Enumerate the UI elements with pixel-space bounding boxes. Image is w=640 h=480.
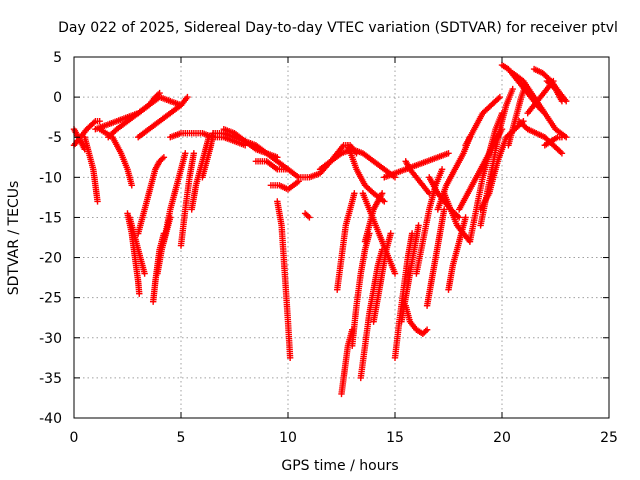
data-point <box>495 95 502 102</box>
data-point <box>496 93 504 101</box>
data-point <box>190 150 198 157</box>
data-point <box>387 230 394 237</box>
x-tick-label: 15 <box>386 430 404 446</box>
data-point <box>509 85 516 93</box>
data-point <box>295 178 302 185</box>
y-tick-label: -30 <box>39 331 62 347</box>
data-point <box>415 222 422 229</box>
data-point <box>306 214 313 221</box>
plot-frame <box>73 56 610 419</box>
data-point <box>438 166 446 173</box>
x-tick-label: 20 <box>493 430 511 446</box>
data-point <box>136 290 143 297</box>
y-tick-label: -35 <box>39 371 62 387</box>
y-tick-label: -40 <box>39 411 62 427</box>
data-point <box>274 154 281 161</box>
data-point <box>391 270 399 277</box>
data-point <box>141 270 148 277</box>
y-axis-label: SDTVAR / TECUs <box>6 181 22 296</box>
data-point <box>422 327 429 335</box>
y-tick-label: -25 <box>39 291 62 307</box>
x-tick-label: 25 <box>600 430 618 446</box>
data-point <box>353 150 360 157</box>
x-tick-labels: 0 5 10 15 20 25 <box>70 430 618 446</box>
data-point <box>378 190 386 197</box>
data-point <box>96 117 103 125</box>
data-point <box>558 134 566 141</box>
data-point <box>128 182 135 189</box>
chart-title: Day 022 of 2025, Sidereal Day-to-day VTE… <box>58 20 618 36</box>
data-point <box>558 97 566 105</box>
grid <box>74 57 609 418</box>
data-point <box>351 190 358 197</box>
data-point <box>462 214 469 221</box>
axis-ticks <box>73 56 610 419</box>
x-tick-label: 5 <box>177 430 186 446</box>
data-point <box>423 326 431 333</box>
x-tick-label: 0 <box>70 430 79 446</box>
data-point <box>441 206 448 213</box>
x-axis-label: GPS time / hours <box>281 458 398 474</box>
data-point <box>182 150 189 157</box>
data-point <box>159 155 166 162</box>
y-tick-label: -5 <box>48 130 62 146</box>
y-tick-label: 0 <box>53 90 62 106</box>
y-tick-label: 5 <box>53 50 62 66</box>
data-point <box>381 198 388 205</box>
data-point <box>304 212 312 220</box>
data-point <box>445 150 452 157</box>
data-point <box>184 93 191 101</box>
y-tick-label: -10 <box>39 170 62 186</box>
data-point <box>94 198 101 205</box>
data-point <box>160 154 168 161</box>
y-tick-label: -15 <box>39 210 62 226</box>
y-tick-label: -20 <box>39 251 62 267</box>
x-tick-label: 10 <box>279 430 297 446</box>
data-point <box>456 214 463 221</box>
data-point <box>558 150 566 157</box>
data-point <box>286 354 294 362</box>
y-tick-labels: 5 0 -5 -10 -15 -20 -25 -30 -35 -40 <box>39 50 62 427</box>
data-markers <box>70 61 570 398</box>
data-point <box>90 119 98 126</box>
data-point <box>557 148 564 156</box>
